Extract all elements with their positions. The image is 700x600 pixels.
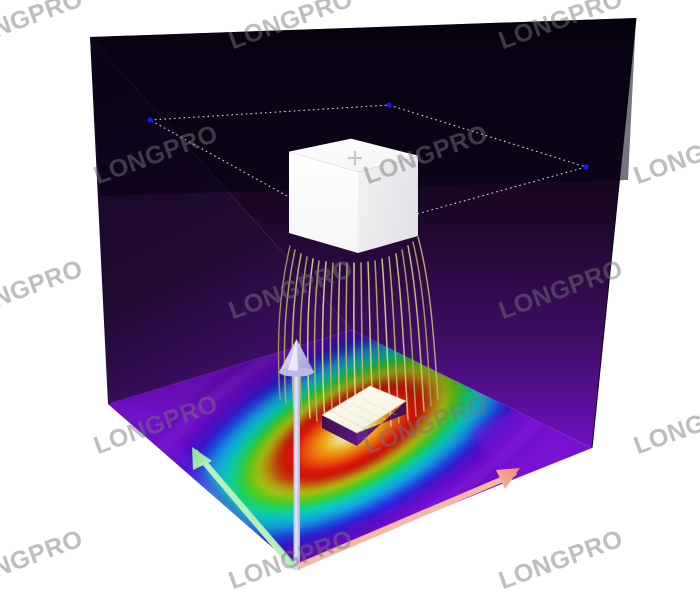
x-axis-arrowhead[interactable] (496, 468, 520, 489)
z-axis-cone-highlight (288, 340, 298, 371)
axis-arrow-z[interactable] (279, 339, 314, 570)
cube-right-face[interactable] (358, 156, 418, 253)
x-axis-shaft[interactable] (297, 475, 509, 569)
cube-edge-highlight (288, 138, 419, 157)
cube-front-face[interactable] (289, 152, 358, 253)
cube-top-face[interactable] (289, 139, 418, 172)
plate-side-right (357, 401, 406, 446)
selection-vertex-handle[interactable] (147, 117, 153, 123)
domain-back-wall-shade (90, 18, 636, 196)
selection-vertex-handle[interactable] (386, 102, 392, 108)
axis-arrow-y[interactable] (192, 447, 295, 569)
plate-top-rulings (330, 397, 397, 430)
domain-right-edge (591, 17, 637, 449)
axis-arrow-x[interactable] (297, 468, 520, 569)
floor-edge-far-right (351, 329, 593, 449)
plate-outline (321, 385, 407, 434)
plate-side-left (322, 415, 357, 446)
floor-edge-far-left (107, 329, 353, 405)
selection-vertex-handle[interactable] (583, 164, 589, 170)
y-axis-arrowhead[interactable] (192, 447, 212, 470)
white-target-plate[interactable] (321, 385, 407, 446)
white-mover-cube[interactable] (288, 138, 419, 253)
selection-plane-outline[interactable] (148, 104, 588, 233)
y-axis-shaft[interactable] (200, 458, 295, 569)
z-axis-cone-base (279, 367, 314, 377)
floor-corner-left (108, 404, 295, 567)
z-axis-shaft[interactable] (293, 367, 301, 570)
